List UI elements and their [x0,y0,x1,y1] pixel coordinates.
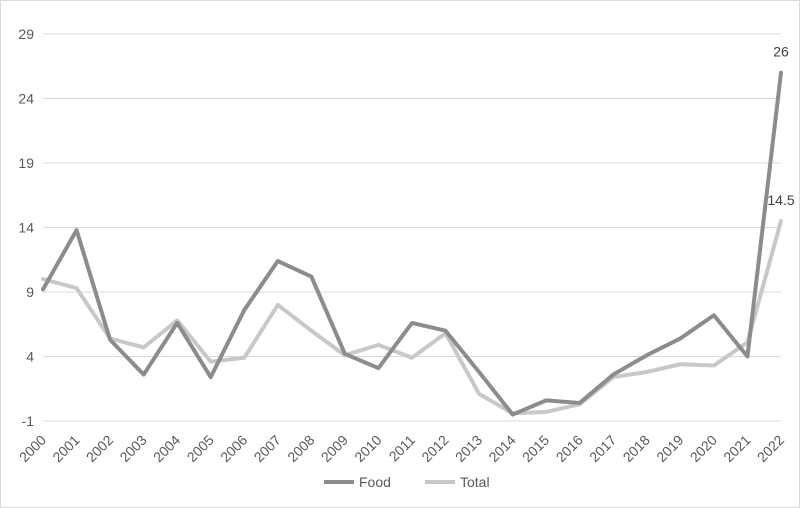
x-tick-label: 2002 [83,432,116,465]
data-labels: 26 14.5 [767,44,794,208]
x-tick-label: 2001 [49,432,82,465]
y-tick-label: 4 [26,349,34,365]
series-lines [41,70,783,417]
x-tick-label: 2011 [386,432,419,465]
legend-label-food: Food [359,474,391,490]
x-tick-label: 2003 [116,432,149,465]
x-tick-label: 2018 [620,432,653,465]
legend-label-total: Total [460,474,490,490]
x-tick-label: 2022 [754,432,787,465]
y-tick-label: 29 [18,26,34,42]
y-tick-label: 24 [18,91,34,107]
x-tick-label: 2008 [284,432,317,465]
gridlines [43,33,781,422]
x-tick-label: 2013 [452,432,485,465]
x-tick-label: 2009 [318,432,351,465]
x-tick-label: 2010 [351,432,384,465]
y-axis-ticks: -1 4 9 14 19 24 29 [18,26,34,429]
x-tick-label: 2015 [519,432,552,465]
x-tick-label: 2005 [184,432,217,465]
x-tick-label: 2004 [150,432,183,465]
y-tick-label: 9 [26,284,34,300]
x-tick-label: 2019 [653,432,686,465]
y-tick-label: 14 [18,220,34,236]
x-tick-label: 2000 [16,432,49,465]
x-tick-label: 2017 [586,432,619,465]
series-line-food [41,70,783,417]
data-label-total: 14.5 [767,192,794,208]
y-tick-label: 19 [18,155,34,171]
x-tick-label: 2020 [687,432,720,465]
x-axis-ticks: 2000 2001 2002 2003 2004 2005 2006 2007 2008 2009… [16,432,787,465]
x-tick-label: 2012 [418,432,451,465]
y-tick-label: -1 [22,413,35,429]
x-tick-label: 2007 [251,432,284,465]
x-tick-label: 2016 [553,432,586,465]
x-tick-label: 2021 [720,432,753,465]
x-tick-label: 2014 [485,432,518,465]
legend: Food Total [324,474,490,490]
x-tick-label: 2006 [217,432,250,465]
data-label-food: 26 [773,44,789,60]
series-line-total [41,219,783,416]
